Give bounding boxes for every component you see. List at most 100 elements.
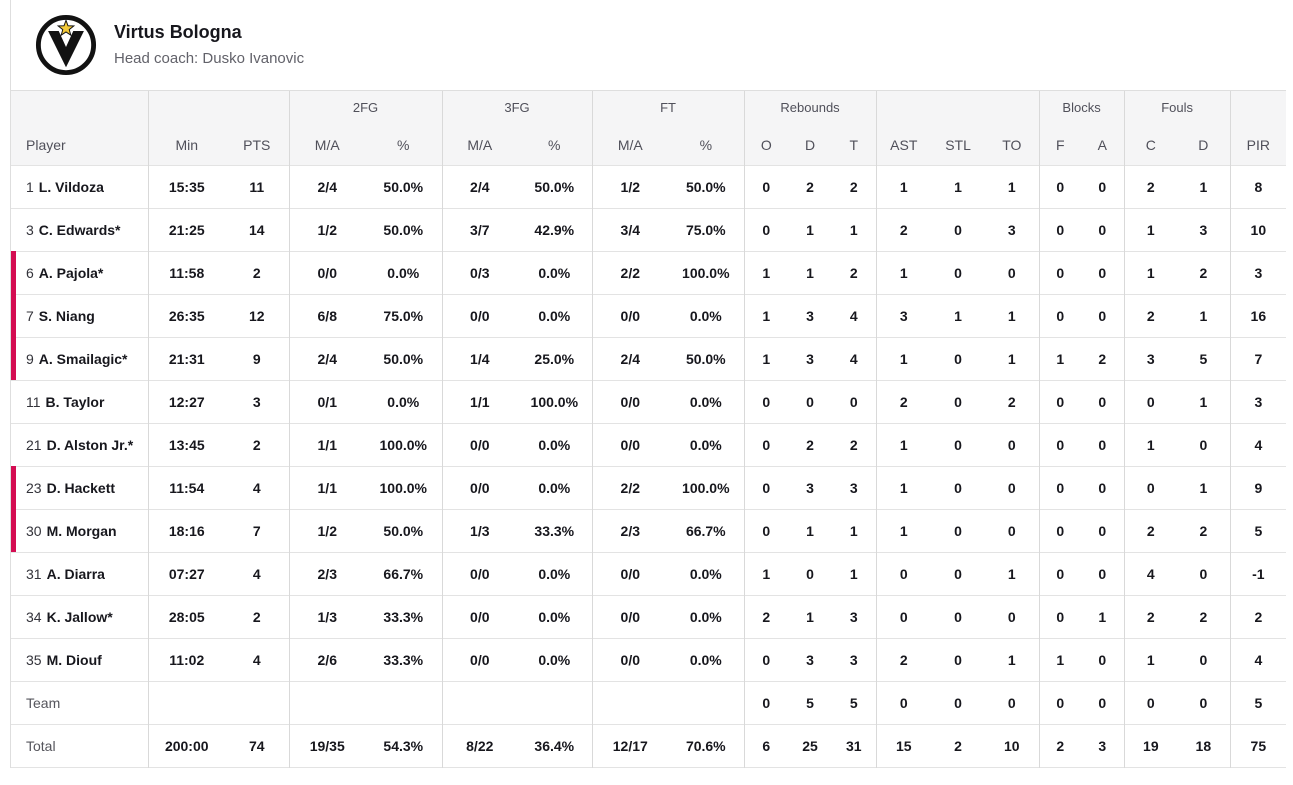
stat-foul-c: 1 [1123, 208, 1178, 252]
stat-blk-f: 0 [1038, 251, 1082, 295]
player-row: 11 B. Taylor 12:27 3 0/1 0.0% 1/1 100.0% 0/0 0.0%… [11, 380, 1287, 424]
team-header: Virtus Bologna Head coach: Dusko Ivanovi… [11, 0, 1287, 90]
player-cell: 34 K. Jallow* [11, 596, 148, 639]
stat-pir: 7 [1229, 337, 1287, 381]
stat-reb-d: 1 [806, 222, 814, 238]
player-name: C. Edwards* [38, 222, 121, 238]
player-name: M. Diouf [46, 652, 102, 668]
stat-ft-pct: 100.0% [682, 265, 730, 281]
stat-ft-pct: 0.0% [689, 652, 722, 668]
stat-2fg-ma: 2/4 [288, 165, 365, 209]
stat-blk-a: 1 [1098, 609, 1107, 625]
stat-pts: 2 [252, 437, 261, 453]
box-score-table: 2FG 3FG FT Rebounds Blocks Fouls Player … [11, 90, 1287, 768]
stat-ft-ma: 0/0 [591, 638, 669, 682]
group-header-fouls: Fouls [1123, 90, 1231, 125]
stat-blk-a: 0 [1098, 695, 1107, 711]
stat-blk-a: 0 [1098, 523, 1107, 539]
stat-stl: 0 [954, 437, 962, 453]
col-header-pir: PIR [1229, 124, 1287, 166]
stat-foul-c: 1 [1123, 638, 1178, 682]
stat-2fg-pct: 33.3% [383, 609, 424, 625]
stat-2fg-ma: 0/1 [288, 380, 365, 424]
stat-blk-a: 0 [1098, 652, 1107, 668]
stat-pts: 3 [252, 394, 261, 410]
row-label-cell: Team [11, 682, 148, 725]
team-titles: Virtus Bologna Head coach: Dusko Ivanovi… [114, 22, 304, 69]
stat-blk-f: 0 [1038, 681, 1082, 725]
stat-ft-ma: 1/2 [591, 165, 669, 209]
stat-foul-c: 3 [1123, 337, 1178, 381]
stat-reb-t: 31 [846, 738, 862, 754]
stat-min [147, 681, 225, 725]
stat-to: 0 [1007, 437, 1016, 453]
player-cell: 9 A. Smailagic* [11, 336, 148, 381]
stat-to: 0 [1007, 695, 1016, 711]
stat-to: 1 [1007, 308, 1016, 324]
player-name: A. Diarra [46, 566, 105, 582]
stat-reb-d: 1 [806, 265, 814, 281]
stat-stl: 0 [954, 566, 962, 582]
stat-pir: 4 [1229, 638, 1287, 682]
stat-reb-o: 0 [743, 165, 789, 209]
stat-min: 11:54 [147, 466, 225, 510]
stat-2fg-pct: 50.0% [383, 523, 424, 539]
stat-3fg-ma: 0/0 [441, 595, 518, 639]
stat-blk-a: 2 [1098, 351, 1107, 367]
stat-ft-ma: 0/0 [591, 423, 669, 467]
stat-reb-d: 0 [806, 566, 814, 582]
stat-to: 0 [1007, 265, 1016, 281]
stat-foul-d: 3 [1199, 222, 1208, 238]
spacer [147, 90, 289, 125]
player-row: 21 D. Alston Jr.* 13:45 2 1/1 100.0% 0/0 0.0% 0/… [11, 423, 1287, 467]
stat-foul-d: 0 [1199, 566, 1208, 582]
stat-pts: 9 [252, 351, 261, 367]
stat-reb-t: 1 [849, 566, 858, 582]
stat-ft-pct: 50.0% [685, 179, 726, 195]
stat-stl: 2 [954, 738, 962, 754]
stat-group-header-row: 2FG 3FG FT Rebounds Blocks Fouls [11, 90, 1287, 125]
col-header-reb-o: O [743, 124, 789, 166]
player-cell: 3 C. Edwards* [11, 209, 148, 252]
stat-reb-t: 5 [849, 695, 858, 711]
group-header-3fg: 3FG [441, 90, 593, 125]
stat-ft-pct: 0.0% [689, 308, 722, 324]
stat-reb-o: 0 [743, 208, 789, 252]
stat-reb-d: 0 [806, 394, 814, 410]
stat-to: 1 [1007, 179, 1016, 195]
stat-ft-ma: 2/2 [591, 466, 669, 510]
stat-3fg-pct: 0.0% [538, 308, 571, 324]
stat-3fg-ma: 1/4 [441, 337, 518, 381]
player-cell: 1 L. Vildoza [11, 166, 148, 209]
group-header-2fg: 2FG [288, 90, 443, 125]
stat-stl: 0 [954, 265, 962, 281]
stat-ft-pct [668, 682, 744, 725]
stat-reb-o: 0 [743, 380, 789, 424]
stat-reb-d: 3 [806, 308, 814, 324]
stat-ast: 2 [875, 208, 932, 252]
stat-ft-pct: 70.6% [685, 738, 726, 754]
stat-pts: 14 [248, 222, 265, 238]
player-cell: 11 B. Taylor [11, 381, 148, 424]
player-row: 3 C. Edwards* 21:25 14 1/2 50.0% 3/7 42.9% 3/4 75… [11, 208, 1287, 252]
stat-reb-o: 0 [743, 466, 789, 510]
stat-2fg-ma: 1/2 [288, 208, 365, 252]
coach-name: Head coach: Dusko Ivanovic [114, 50, 305, 68]
stat-reb-t: 4 [849, 308, 858, 324]
stat-2fg-pct: 66.7% [383, 566, 424, 582]
stat-3fg-pct: 25.0% [534, 351, 575, 367]
stat-blk-a: 0 [1098, 222, 1107, 238]
stat-3fg-pct: 36.4% [534, 738, 575, 754]
stat-pir: 2 [1229, 595, 1287, 639]
player-name: M. Morgan [46, 523, 117, 539]
player-number: 1 [26, 179, 34, 195]
stat-blk-f: 0 [1038, 466, 1082, 510]
player-name: A. Smailagic* [38, 351, 128, 367]
stat-blk-a: 0 [1098, 394, 1107, 410]
stat-reb-d: 1 [806, 609, 814, 625]
stat-2fg-pct: 0.0% [387, 265, 420, 281]
stat-2fg-pct: 100.0% [379, 480, 427, 496]
stat-reb-t: 1 [849, 222, 858, 238]
stat-blk-a: 3 [1098, 738, 1107, 754]
stat-foul-d: 1 [1199, 480, 1208, 496]
